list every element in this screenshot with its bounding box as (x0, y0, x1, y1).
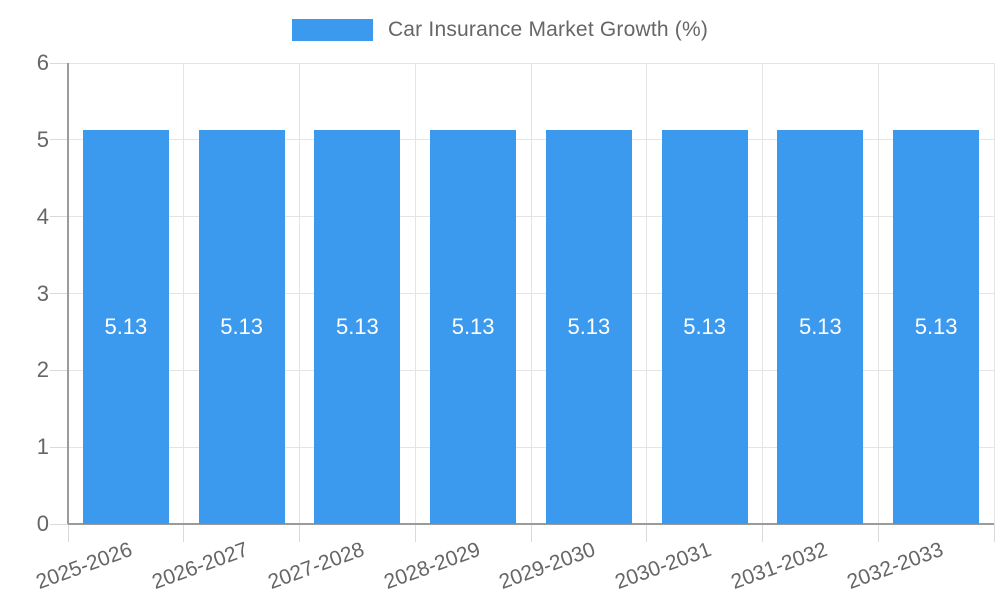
bar[interactable] (314, 129, 401, 524)
y-tick-label: 5 (36, 126, 49, 152)
x-tick-label: 2030-2031 (612, 538, 715, 594)
bar[interactable] (545, 129, 632, 524)
x-tick-label: 2026-2027 (149, 538, 252, 594)
y-axis-line (67, 63, 69, 524)
x-axis-tick (67, 524, 69, 542)
y-tick-label: 4 (36, 203, 49, 229)
bar-value-label: 5.13 (798, 313, 842, 339)
x-axis-tick (762, 524, 763, 542)
bar-value-label: 5.13 (567, 313, 611, 339)
y-axis-tick (50, 62, 68, 64)
y-axis-tick (50, 216, 68, 218)
gridline-vertical (530, 63, 532, 524)
gridline-vertical (877, 63, 879, 524)
x-tick-label: 2029-2030 (496, 538, 599, 594)
x-axis-tick (299, 524, 300, 542)
x-axis-tick (530, 524, 532, 542)
x-axis-tick (993, 524, 995, 542)
x-axis-line (68, 523, 994, 525)
gridline-vertical (762, 63, 763, 524)
y-tick-label: 0 (36, 511, 49, 536)
y-axis-tick (50, 523, 68, 525)
x-axis-tick (646, 524, 648, 542)
bar-value-label: 5.13 (451, 313, 495, 339)
gridline-vertical (299, 63, 300, 524)
x-tick-label: 2025-2026 (33, 538, 136, 594)
gridline-vertical (183, 63, 185, 524)
x-tick-label: 2027-2028 (264, 538, 368, 594)
y-tick-label: 1 (36, 434, 49, 460)
chart-legend[interactable]: Car Insurance Market Growth (%) (0, 18, 1000, 42)
legend-swatch (291, 19, 373, 41)
chart-title: Car Insurance Market Growth (%) (387, 18, 709, 41)
bar[interactable] (893, 129, 980, 524)
bar[interactable] (430, 129, 517, 524)
x-axis-tick (414, 524, 416, 542)
x-tick-label: 2031-2032 (727, 538, 831, 594)
gridline-vertical (414, 63, 416, 524)
gridline-vertical (993, 63, 995, 524)
bar[interactable] (661, 129, 748, 524)
x-tick-label: 2028-2029 (380, 538, 483, 594)
y-tick-label: 3 (36, 280, 49, 306)
x-tick-label: 2032-2033 (843, 538, 946, 594)
bar-value-label: 5.13 (104, 313, 148, 339)
x-axis-tick (183, 524, 185, 542)
y-axis-tick (50, 139, 68, 141)
x-axis-tick (877, 524, 879, 542)
bar[interactable] (777, 129, 864, 524)
bar-value-label: 5.13 (220, 313, 264, 339)
y-axis-tick (50, 446, 68, 448)
y-axis-tick (50, 369, 68, 371)
bar[interactable] (198, 129, 285, 524)
y-tick-label: 2 (36, 357, 49, 383)
bar-value-label: 5.13 (683, 313, 727, 339)
y-tick-label: 6 (36, 50, 49, 75)
gridline-vertical (646, 63, 648, 524)
bar-value-label: 5.13 (914, 313, 958, 339)
y-axis-tick (50, 293, 68, 294)
bar[interactable] (82, 129, 169, 524)
bar-value-label: 5.13 (335, 313, 379, 339)
